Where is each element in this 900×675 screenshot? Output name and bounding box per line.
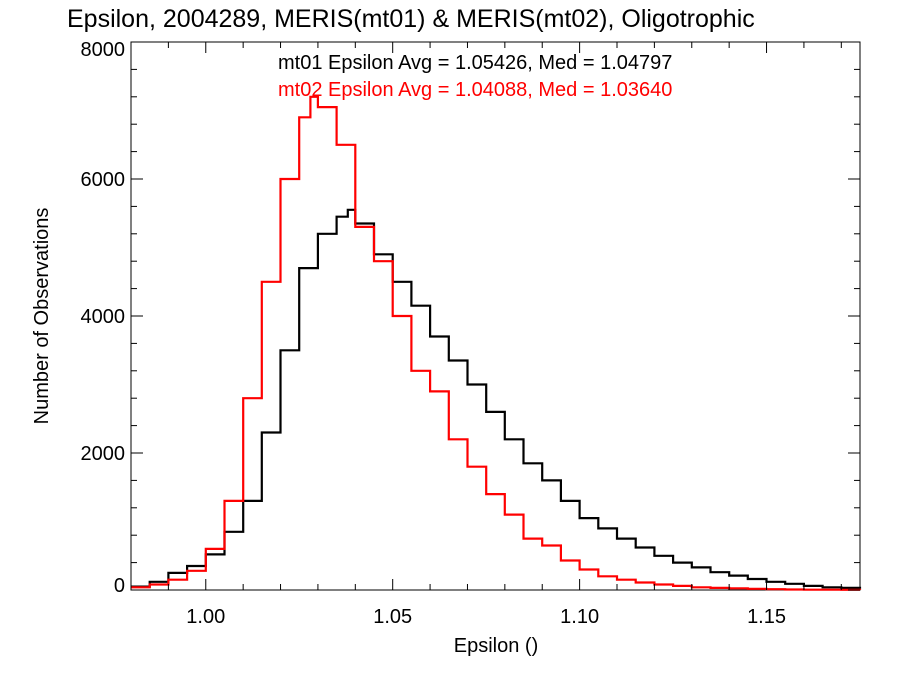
series-line-mt01 — [131, 208, 862, 589]
y-axis-label: Number of Observations — [31, 208, 53, 425]
x-tick-label: 1.05 — [373, 606, 412, 628]
series-layer — [131, 95, 862, 591]
x-tick-label: 1.10 — [560, 606, 599, 628]
y-tick-label: 0 — [114, 575, 125, 597]
plot-frame — [130, 41, 861, 591]
chart-title: Epsilon, 2004289, MERIS(mt01) & MERIS(mt… — [67, 5, 755, 33]
y-tick-label: 2000 — [81, 443, 126, 465]
tick-layer: 1.00 1.05 1.10 1.15 0 2000 4000 6000 8000 — [81, 39, 860, 628]
annotation-mt01: mt01 Epsilon Avg = 1.05426, Med = 1.0479… — [278, 52, 672, 74]
y-tick-label: 8000 — [81, 39, 126, 61]
series-line-mt02 — [131, 95, 862, 591]
annotation-mt02: mt02 Epsilon Avg = 1.04088, Med = 1.0364… — [278, 79, 672, 101]
y-tick-label: 6000 — [81, 169, 126, 191]
x-axis-label: Epsilon () — [454, 635, 538, 657]
y-tick-label: 4000 — [81, 306, 126, 328]
x-tick-label: 1.00 — [186, 606, 225, 628]
x-tick-label: 1.15 — [747, 606, 786, 628]
